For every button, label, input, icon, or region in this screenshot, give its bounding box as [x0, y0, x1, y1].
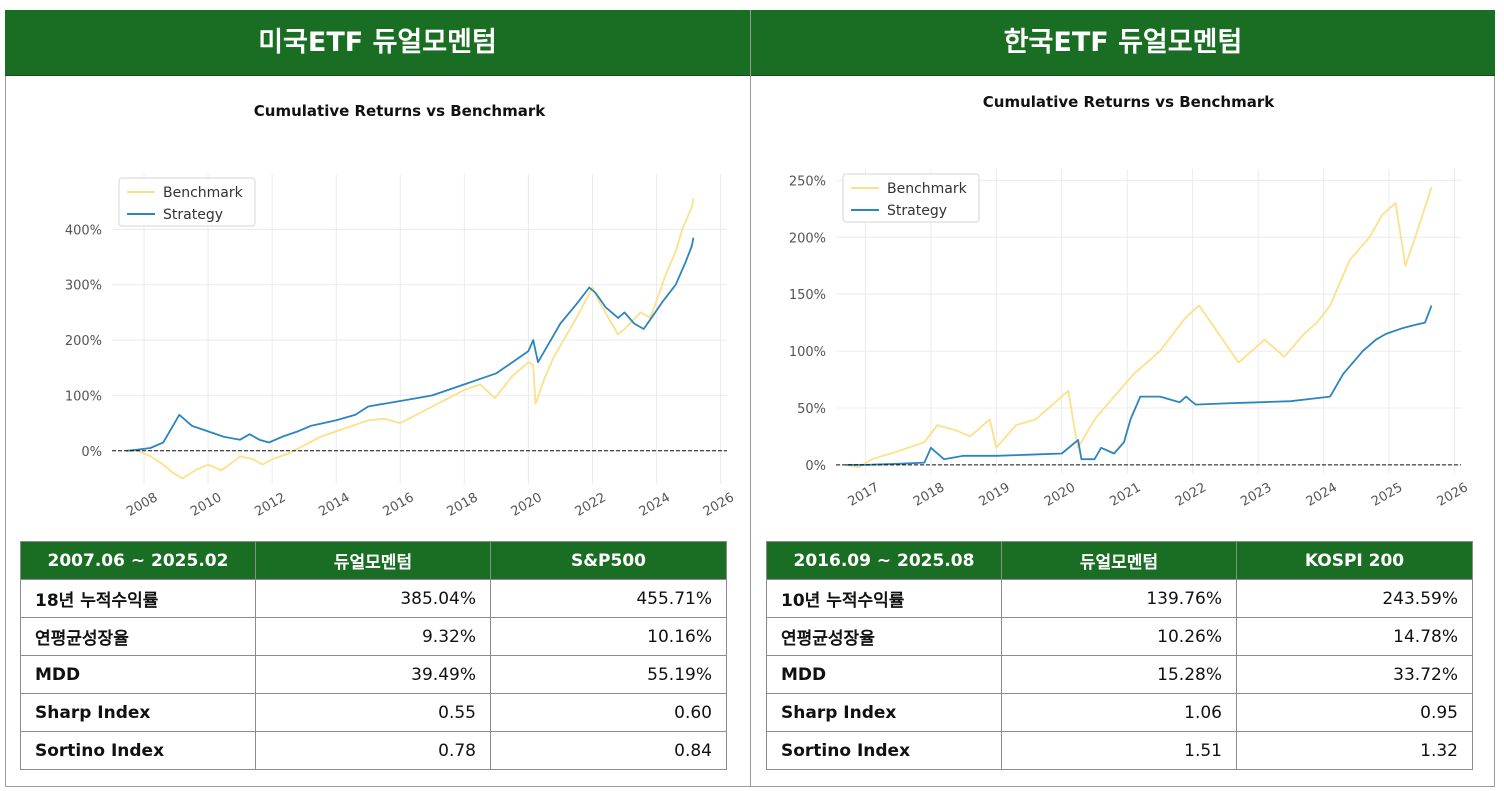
strategy-header: 듀얼모멘텀 — [1001, 541, 1237, 580]
us-etf-panel: 미국ETF 듀얼모멘텀 Cumulative Returns vs Benchm… — [5, 10, 750, 787]
x-tick-label: 2024 — [1304, 480, 1340, 510]
strategy-value: 0.55 — [255, 693, 491, 732]
x-tick-label: 2021 — [1107, 480, 1143, 510]
table-row: 연평균성장율 9.32% 10.16% — [20, 617, 727, 656]
series-line-strategy — [126, 237, 695, 452]
y-tick-label: 100% — [789, 345, 826, 360]
x-tick-label: 2014 — [316, 490, 352, 520]
x-tick-label: 2019 — [977, 480, 1013, 510]
y-tick-label: 100% — [65, 389, 102, 404]
x-tick-label: 2018 — [445, 490, 481, 520]
y-tick-label: 200% — [789, 231, 826, 246]
metric-label: MDD — [766, 655, 1002, 694]
table-row: Sortino Index 0.78 0.84 — [20, 731, 727, 770]
benchmark-value: 14.78% — [1236, 617, 1473, 656]
benchmark-value: 243.59% — [1236, 579, 1473, 618]
benchmark-value: 33.72% — [1236, 655, 1473, 694]
x-tick-label: 2008 — [124, 490, 160, 520]
period-header: 2016.09 ~ 2025.08 — [766, 541, 1002, 580]
x-tick-label: 2020 — [509, 490, 545, 520]
panel-title: 한국ETF 듀얼모멘텀 — [751, 10, 1495, 76]
metric-label: Sharp Index — [766, 693, 1002, 732]
table-row: Sharp Index 1.06 0.95 — [766, 693, 1473, 732]
x-tick-label: 2025 — [1369, 480, 1405, 510]
legend-label: Benchmark — [163, 185, 244, 201]
y-tick-label: 250% — [789, 174, 826, 189]
x-tick-label: 2012 — [252, 490, 288, 520]
benchmark-value: 0.84 — [490, 731, 727, 770]
legend-label: Strategy — [163, 207, 223, 223]
legend-label: Strategy — [887, 203, 947, 219]
table-row: Sharp Index 0.55 0.60 — [20, 693, 727, 732]
x-tick-label: 2016 — [380, 490, 416, 520]
kr-etf-panel: 한국ETF 듀얼모멘텀 Cumulative Returns vs Benchm… — [750, 10, 1495, 787]
series-line-benchmark — [845, 186, 1433, 469]
x-tick-label: 2022 — [1173, 480, 1209, 510]
table-row: MDD 15.28% 33.72% — [766, 655, 1473, 694]
benchmark-value: 10.16% — [490, 617, 727, 656]
strategy-value: 39.49% — [255, 655, 491, 694]
y-tick-label: 0% — [805, 459, 826, 474]
x-tick-label: 2022 — [573, 490, 609, 520]
strategy-value: 9.32% — [255, 617, 491, 656]
y-tick-label: 50% — [797, 402, 826, 417]
table-header-row: 2007.06 ~ 2025.02 듀얼모멘텀 S&P500 — [20, 541, 727, 580]
strategy-value: 1.51 — [1001, 731, 1237, 770]
chart-title: Cumulative Returns vs Benchmark — [254, 102, 546, 120]
table-header-row: 2016.09 ~ 2025.08 듀얼모멘텀 KOSPI 200 — [766, 541, 1473, 580]
metric-label: 연평균성장율 — [20, 617, 256, 656]
strategy-value: 15.28% — [1001, 655, 1237, 694]
metric-label: Sharp Index — [20, 693, 256, 732]
x-tick-label: 2026 — [1435, 480, 1471, 510]
legend: Benchmark Strategy — [842, 173, 980, 223]
legend-label: Benchmark — [887, 181, 968, 197]
y-tick-label: 300% — [65, 279, 102, 294]
metric-label: 18년 누적수익률 — [20, 579, 256, 618]
benchmark-value: 1.32 — [1236, 731, 1473, 770]
table-row: 18년 누적수익률 385.04% 455.71% — [20, 579, 727, 618]
benchmark-value: 55.19% — [490, 655, 727, 694]
metric-label: MDD — [20, 655, 256, 694]
metric-label: 연평균성장율 — [766, 617, 1002, 656]
series-line-strategy — [845, 305, 1433, 466]
metric-label: Sortino Index — [20, 731, 256, 770]
cumulative-returns-chart-us: Cumulative Returns vs Benchmark 2008 2010 2… — [65, 102, 737, 520]
stats-table-kr: 2016.09 ~ 2025.08 듀얼모멘텀 KOSPI 200 10년 누적… — [766, 541, 1473, 770]
benchmark-header: S&P500 — [490, 541, 727, 580]
strategy-value: 385.04% — [255, 579, 491, 618]
strategy-value: 139.76% — [1001, 579, 1237, 618]
strategy-value: 0.78 — [255, 731, 491, 770]
benchmark-value: 0.95 — [1236, 693, 1473, 732]
x-tick-label: 2023 — [1238, 480, 1274, 510]
x-tick-label: 2018 — [911, 480, 947, 510]
y-tick-label: 400% — [65, 223, 102, 238]
strategy-value: 1.06 — [1001, 693, 1237, 732]
period-header: 2007.06 ~ 2025.02 — [20, 541, 256, 580]
x-tick-label: 2010 — [188, 490, 224, 520]
x-tick-label: 2020 — [1042, 480, 1078, 510]
benchmark-value: 455.71% — [490, 579, 727, 618]
benchmark-header: KOSPI 200 — [1236, 541, 1473, 580]
legend: Benchmark Strategy — [118, 177, 256, 227]
x-tick-label: 2026 — [701, 490, 737, 520]
table-row: 10년 누적수익률 139.76% 243.59% — [766, 579, 1473, 618]
strategy-value: 10.26% — [1001, 617, 1237, 656]
series-line-benchmark — [126, 198, 695, 480]
x-tick-label: 2017 — [846, 480, 882, 510]
metric-label: Sortino Index — [766, 731, 1002, 770]
x-tick-label: 2024 — [637, 490, 673, 520]
table-row: MDD 39.49% 55.19% — [20, 655, 727, 694]
table-row: 연평균성장율 10.26% 14.78% — [766, 617, 1473, 656]
y-tick-label: 150% — [789, 288, 826, 303]
y-tick-label: 0% — [81, 445, 102, 460]
strategy-header: 듀얼모멘텀 — [255, 541, 491, 580]
stats-table-us: 2007.06 ~ 2025.02 듀얼모멘텀 S&P500 18년 누적수익률… — [20, 541, 727, 770]
table-row: Sortino Index 1.51 1.32 — [766, 731, 1473, 770]
cumulative-returns-chart-kr: Cumulative Returns vs Benchmark 2017 2018 2… — [789, 93, 1471, 510]
panel-title: 미국ETF 듀얼모멘텀 — [5, 10, 750, 76]
metric-label: 10년 누적수익률 — [766, 579, 1002, 618]
chart-title: Cumulative Returns vs Benchmark — [983, 93, 1275, 111]
y-tick-label: 200% — [65, 334, 102, 349]
benchmark-value: 0.60 — [490, 693, 727, 732]
